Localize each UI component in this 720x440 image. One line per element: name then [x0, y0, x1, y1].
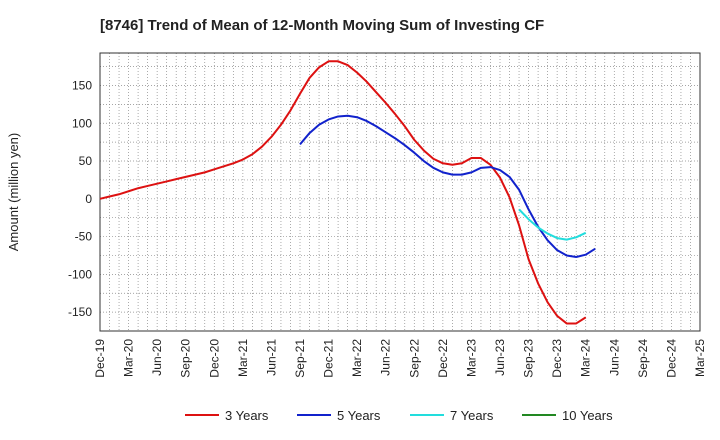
x-tick-label: Mar-23	[464, 339, 478, 377]
x-tick-label: Jun-20	[150, 339, 164, 376]
x-tick-label: Sep-24	[636, 339, 650, 378]
x-tick-label: Sep-21	[293, 339, 307, 378]
y-tick-labels: 150 100 50 0 -50 -100 -150	[68, 78, 92, 319]
x-tick-label: Dec-20	[207, 339, 221, 378]
x-tick-label: Sep-22	[407, 339, 421, 378]
x-tick-label: Mar-25	[693, 339, 707, 377]
x-tick-label: Jun-24	[607, 339, 621, 376]
x-tick-label: Dec-22	[436, 339, 450, 378]
y-tick-label: 0	[85, 192, 92, 206]
y-tick-label: -50	[75, 230, 93, 244]
legend-label: 10 Years	[562, 408, 613, 423]
series-line-5-years	[299, 114, 596, 258]
series-line-3-years	[99, 60, 587, 325]
y-tick-label: 100	[72, 116, 92, 130]
legend-label: 3 Years	[225, 408, 269, 423]
y-axis-label: Amount (million yen)	[6, 133, 21, 252]
x-tick-label: Dec-21	[322, 339, 336, 378]
x-tick-label: Jun-23	[493, 339, 507, 376]
x-tick-label: Jun-22	[379, 339, 393, 376]
y-tick-label: 150	[72, 78, 92, 92]
y-tick-label: -100	[68, 267, 92, 281]
plot-frame	[99, 52, 701, 332]
x-tick-label: Sep-23	[522, 339, 536, 378]
x-tick-labels: Dec-19 Mar-20 Jun-20 Sep-20 Dec-20 Mar-21 Jun-…	[93, 339, 707, 378]
x-tick-label: Mar-24	[579, 339, 593, 377]
legend: 3 Years 5 Years 7 Years 10 Years	[185, 408, 613, 423]
x-tick-label: Dec-24	[664, 339, 678, 378]
x-tick-label: Sep-20	[179, 339, 193, 378]
x-tick-label: Mar-22	[350, 339, 364, 377]
y-tick-label: 50	[79, 154, 93, 168]
x-tick-label: Dec-19	[93, 339, 107, 378]
series-lines	[99, 60, 596, 325]
x-tick-label: Dec-23	[550, 339, 564, 378]
x-tick-label: Mar-20	[122, 339, 136, 377]
x-tick-label: Mar-21	[236, 339, 250, 377]
y-tick-label: -150	[68, 305, 92, 319]
x-tick-label: Jun-21	[264, 339, 278, 376]
grid	[99, 53, 701, 331]
chart-title: [8746] Trend of Mean of 12-Month Moving …	[100, 17, 544, 34]
legend-label: 5 Years	[337, 408, 381, 423]
series-line-7-years	[518, 208, 587, 241]
legend-label: 7 Years	[450, 408, 494, 423]
